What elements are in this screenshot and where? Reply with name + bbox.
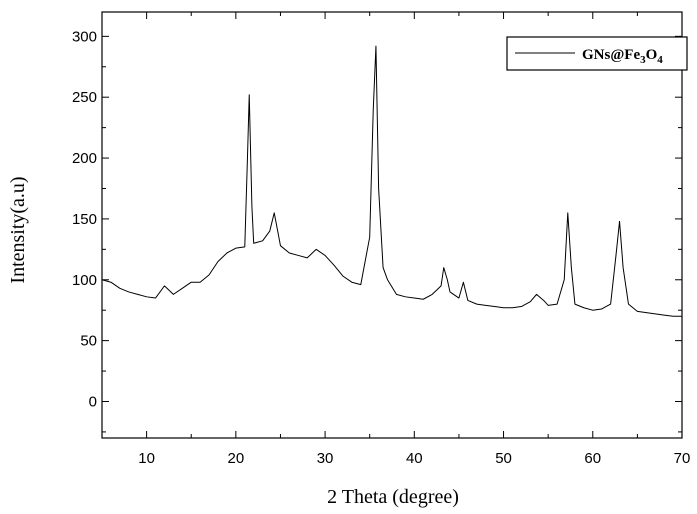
data-layer — [101, 45, 682, 317]
y-tick-label: 0 — [89, 393, 97, 410]
y-tick-label: 300 — [72, 28, 97, 45]
y-axis-title: Intensity(a.u) — [7, 176, 29, 283]
plot-border — [101, 11, 683, 439]
x-tick-label: 70 — [674, 450, 691, 467]
legend-label: GNs@Fe3O4 — [582, 47, 663, 66]
y-tick-label: 100 — [72, 272, 97, 289]
legend-prefix: GNs@Fe — [582, 47, 640, 63]
legend: GNs@Fe3O4 — [506, 36, 688, 71]
y-tick-label: 50 — [80, 333, 97, 350]
y-tick-label: 250 — [72, 89, 97, 106]
x-tick-label: 30 — [317, 450, 334, 467]
legend-sub-2: 4 — [657, 54, 663, 66]
legend-mid: O — [646, 47, 658, 63]
x-axis-title: 2 Theta (degree) — [327, 486, 459, 508]
plot-frame — [101, 11, 683, 439]
x-tick-label: 60 — [584, 450, 601, 467]
y-tick-label: 150 — [72, 211, 97, 228]
series-line — [101, 45, 682, 317]
x-tick-label: 50 — [495, 450, 512, 467]
x-tick-label: 10 — [138, 450, 155, 467]
x-tick-label: 40 — [406, 450, 423, 467]
y-tick-label: 200 — [72, 150, 97, 167]
legend-sub-1: 3 — [640, 54, 646, 66]
x-tick-label: 20 — [228, 450, 245, 467]
axes-layer: 0 50 100 150 200 250 300 10 20 30 40 50 60 70 — [72, 12, 690, 467]
